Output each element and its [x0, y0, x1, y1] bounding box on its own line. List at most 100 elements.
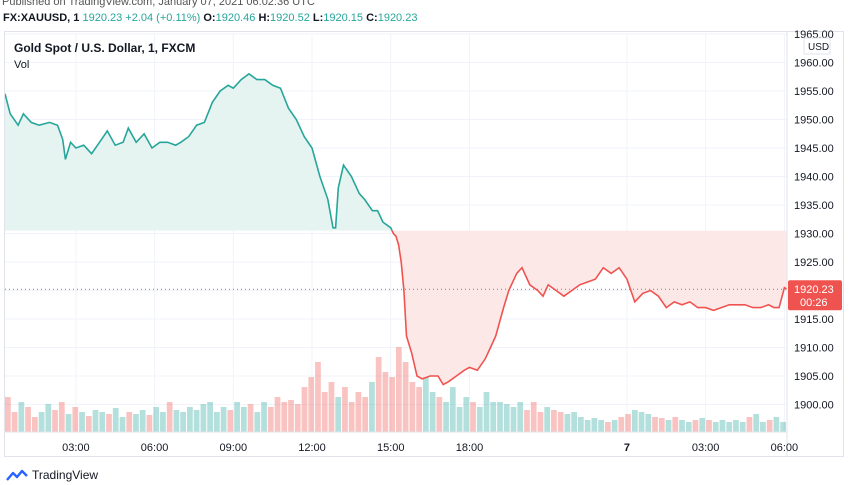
volume-bar: [133, 414, 139, 432]
volume-bar: [294, 404, 301, 432]
price-tick-label: 1945.00: [794, 143, 834, 155]
volume-bar: [348, 402, 355, 432]
time-tick-label: 18:00: [456, 442, 484, 454]
high-label: H:: [258, 12, 271, 24]
volume-bar: [25, 407, 31, 432]
price-line: [5, 72, 787, 386]
price-line-down: [391, 230, 787, 386]
volume-bar: [193, 410, 200, 432]
volume-bar: [604, 422, 611, 432]
volume-bar: [261, 402, 267, 432]
volume-bar: [79, 412, 85, 432]
volume-bar: [618, 417, 625, 432]
chart-title: Gold Spot / U.S. Dollar, 1, FXCM: [14, 41, 196, 55]
price-axis: 1900.001905.001910.001915.001920.001925.…: [786, 29, 834, 456]
price-tick-label: 1930.00: [794, 229, 834, 241]
volume-bar: [544, 407, 551, 432]
volume-bar: [456, 407, 463, 432]
volume-bar: [658, 418, 665, 432]
symbol-name: FX:XAUUSD, 1: [3, 12, 80, 24]
volume-bar: [631, 410, 638, 432]
volume-bar: [5, 397, 11, 432]
time-tick-label: 12:00: [298, 442, 326, 454]
volume-bar: [773, 417, 780, 432]
volume-bar: [679, 420, 685, 432]
volume-bar: [672, 417, 679, 432]
volume-bar: [739, 422, 746, 432]
time-tick-label: 06:00: [771, 442, 799, 454]
volume-bar: [557, 412, 564, 432]
volume-bar: [638, 412, 645, 432]
tradingview-logo[interactable]: TradingView: [6, 468, 98, 482]
volume-bar: [166, 402, 173, 432]
volume-bar: [31, 417, 38, 432]
volume-bar: [207, 402, 213, 432]
area-fill-below: [5, 230, 787, 385]
volume-bar: [645, 414, 652, 432]
low-value: 1920.15: [323, 12, 364, 24]
volume-bar: [436, 397, 443, 432]
price-tick-label: 1960.00: [794, 58, 834, 70]
volume-bar: [375, 357, 382, 432]
volume-bar: [200, 404, 207, 432]
price-badge-value: 1920.23: [794, 284, 834, 296]
volume-bar: [335, 397, 342, 432]
volume-bar: [321, 392, 328, 432]
volume-bar: [180, 412, 187, 432]
volume-bar: [524, 410, 530, 432]
volume-bar: [146, 415, 153, 432]
price-area: [5, 73, 787, 385]
price-tick-label: 1905.00: [794, 371, 834, 383]
price-tick-label: 1935.00: [794, 200, 834, 212]
volume-bar: [537, 412, 544, 432]
volume-bar: [396, 347, 402, 432]
volume-bar: [92, 410, 99, 432]
volume-bar: [584, 420, 591, 432]
time-axis: 03:00 06:00 09:00 12:00 15:00 18:00 7 03:00 06:0…: [5, 431, 799, 454]
volume-bar: [72, 407, 79, 432]
volume-bar: [369, 382, 375, 432]
volume-bar: [389, 377, 395, 432]
volume-bar: [470, 402, 476, 432]
open-value: 1920.46: [215, 12, 256, 24]
volume-bar: [503, 404, 510, 432]
time-tick-label: 7: [624, 442, 630, 454]
volume-bar: [247, 404, 254, 432]
volume-bar: [254, 412, 261, 432]
volume-bar: [760, 422, 766, 432]
volume-bar: [274, 397, 281, 432]
high-value: 1920.52: [270, 12, 310, 24]
currency-box: [803, 37, 831, 55]
open-label: O:: [203, 12, 216, 24]
volume-bar: [315, 362, 321, 432]
area-fill-above: [5, 73, 393, 231]
volume-bar: [780, 422, 786, 432]
volume-bar: [746, 417, 753, 432]
volume-bar: [11, 412, 18, 432]
volume-bar: [598, 420, 604, 432]
volume-bar: [213, 412, 220, 432]
volume-bar: [139, 410, 146, 432]
tradingview-logo-icon: [6, 469, 28, 481]
currency-label: USD: [808, 42, 829, 53]
volume-bar: [234, 402, 240, 432]
volume-bar: [578, 417, 584, 432]
volume-bar: [58, 402, 65, 432]
volume-bar: [240, 407, 247, 432]
volume-bar: [685, 422, 692, 432]
volume-bar: [530, 402, 537, 432]
volume-bar: [402, 362, 409, 432]
low-label: L:: [312, 12, 324, 24]
volume-bar: [38, 412, 45, 432]
volume-bar: [611, 420, 618, 432]
volume-bar: [85, 416, 92, 432]
volume-bar: [497, 402, 503, 432]
price-badge-box: [788, 280, 842, 311]
chart-frame[interactable]: [4, 31, 844, 457]
volume-bar: [187, 407, 193, 432]
volume-bar: [52, 410, 58, 432]
price-line-up: [5, 72, 393, 231]
volume-bar: [227, 410, 234, 432]
